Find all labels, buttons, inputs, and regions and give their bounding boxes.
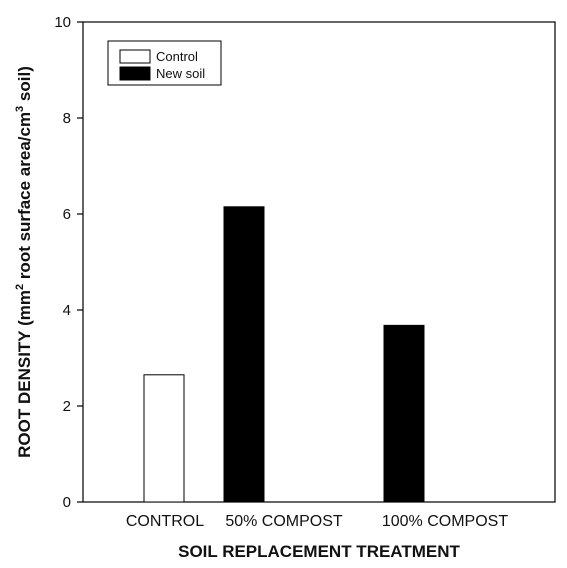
bar-new-soil-2 <box>383 324 425 503</box>
legend-swatch-control <box>119 49 151 64</box>
y-axis-title-suffix: soil) <box>15 66 34 106</box>
bar-new-soil-1 <box>223 206 265 503</box>
y-axis-ticks: 0 2 4 6 8 10 <box>54 14 83 511</box>
y-tick-label: 2 <box>63 398 71 415</box>
y-tick-label: 6 <box>63 206 71 223</box>
bars <box>143 206 425 503</box>
legend-label-new-soil: New soil <box>156 66 205 81</box>
x-axis-category-labels: CONTROL 50% COMPOST 100% COMPOST <box>126 513 508 530</box>
y-tick-label: 10 <box>54 14 71 31</box>
legend-swatch-new-soil <box>119 66 151 81</box>
y-axis-title: ROOT DENSITY (mm2 root surface area/cm3 … <box>14 66 34 458</box>
legend: Control New soil <box>107 40 222 86</box>
x-category-label: 100% COMPOST <box>382 513 508 530</box>
plot-frame <box>82 21 556 503</box>
bar-control-0 <box>143 374 185 503</box>
x-category-label: 50% COMPOST <box>225 513 343 530</box>
legend-label-control: Control <box>156 49 198 64</box>
y-tick-label: 0 <box>63 494 71 511</box>
x-axis-title: SOIL REPLACEMENT TREATMENT <box>178 542 460 561</box>
y-axis-title-sup1: 2 <box>14 284 26 290</box>
x-category-label: CONTROL <box>126 513 204 530</box>
y-tick-label: 4 <box>63 302 71 319</box>
y-tick-label: 8 <box>63 110 71 127</box>
y-axis-title-prefix: ROOT DENSITY (mm <box>15 290 34 458</box>
y-axis-title-middle: root surface area/cm <box>15 112 34 284</box>
y-axis-title-sup2: 3 <box>14 106 26 112</box>
